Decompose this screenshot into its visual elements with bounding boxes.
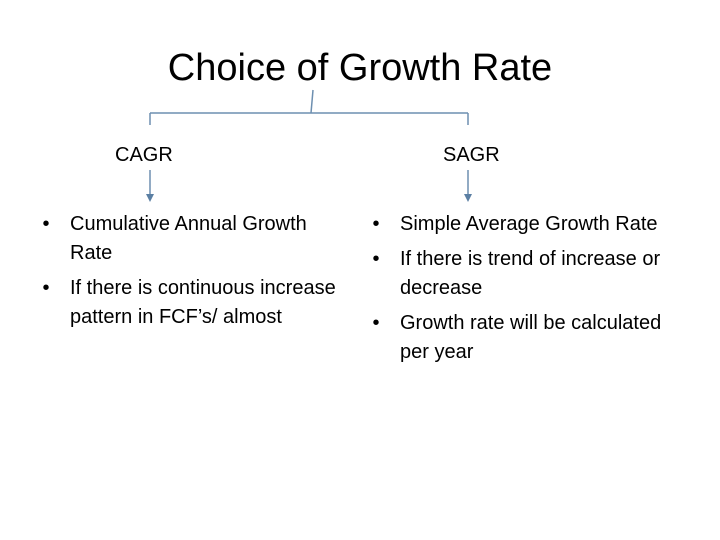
list-item-text: If there is trend of increase or decreas… — [400, 248, 661, 299]
list-item: • If there is trend of increase or decre… — [366, 245, 686, 303]
sagr-bullet-list: • Simple Average Growth Rate • If there … — [366, 210, 686, 373]
bullet-glyph: • — [42, 213, 50, 235]
list-item: • If there is continuous increase patter… — [36, 274, 346, 332]
list-item-text: If there is continuous increase pattern … — [70, 277, 336, 328]
bullet-glyph: • — [42, 277, 50, 299]
list-item: • Cumulative Annual Growth Rate — [36, 210, 346, 268]
list-item-text: Cumulative Annual Growth Rate — [70, 213, 307, 264]
bullet-glyph: • — [372, 213, 380, 235]
list-item: • Simple Average Growth Rate — [366, 210, 686, 239]
list-item-text: Simple Average Growth Rate — [400, 213, 658, 235]
cagr-bullet-list: • Cumulative Annual Growth Rate • If the… — [36, 210, 346, 338]
sagr-heading: SAGR — [443, 144, 500, 166]
cagr-heading: CAGR — [115, 144, 173, 166]
stem-line — [310, 89, 314, 114]
list-item-text: Growth rate will be calculated per year — [400, 312, 662, 363]
bullet-glyph: • — [372, 312, 380, 334]
bullet-glyph: • — [372, 248, 380, 270]
slide-title: Choice of Growth Rate — [167, 47, 553, 89]
list-item: • Growth rate will be calculated per yea… — [366, 309, 686, 367]
